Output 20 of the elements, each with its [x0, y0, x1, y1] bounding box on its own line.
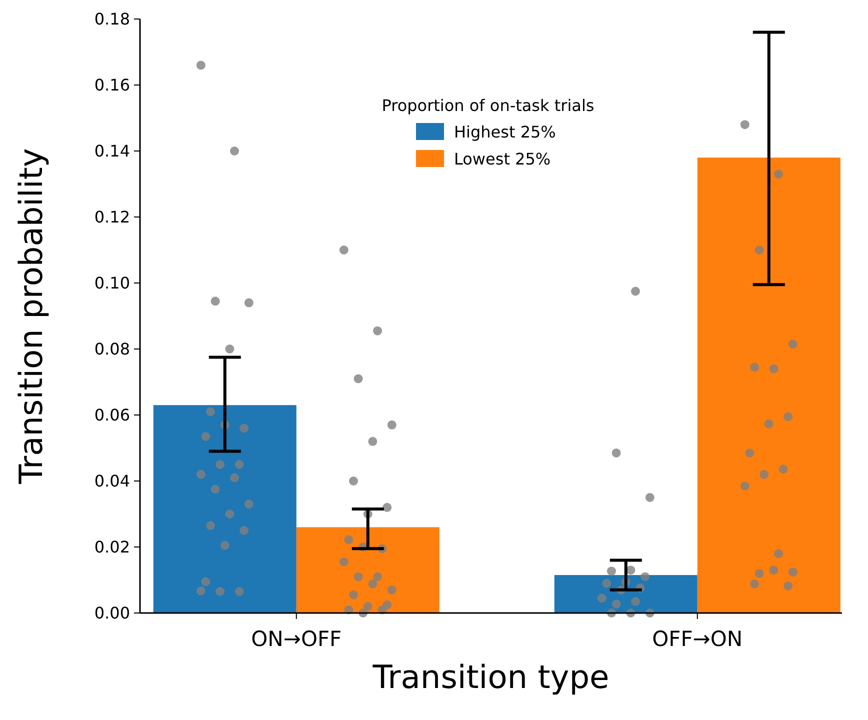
y-tick-label: 0.18	[94, 10, 130, 29]
bar	[296, 527, 440, 613]
y-tick-label: 0.16	[94, 76, 130, 95]
bar	[697, 158, 840, 613]
y-axis-title: Transition probability	[12, 148, 50, 485]
x-axis-title: Transition type	[372, 658, 610, 696]
legend-label: Lowest 25%	[454, 150, 551, 169]
y-tick-label: 0.02	[94, 538, 130, 557]
x-tick-label: ON→OFF	[251, 627, 342, 651]
y-tick-label: 0.10	[94, 274, 130, 293]
legend-title: Proportion of on-task trials	[382, 96, 594, 115]
y-tick-label: 0.08	[94, 340, 130, 359]
y-tick-label: 0.06	[94, 406, 130, 425]
bar	[153, 405, 296, 613]
y-tick-label: 0.12	[94, 208, 130, 227]
y-tick-label: 0.00	[94, 604, 130, 623]
y-tick-label: 0.14	[94, 142, 130, 161]
legend-label: Highest 25%	[454, 122, 556, 142]
y-tick-label: 0.04	[94, 472, 130, 491]
x-tick-label: OFF→ON	[652, 627, 743, 651]
